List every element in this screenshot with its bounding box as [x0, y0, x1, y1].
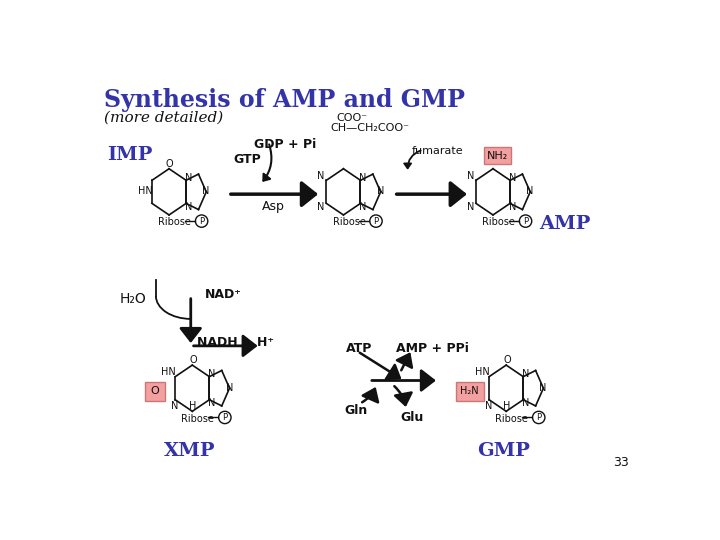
- Text: Gln: Gln: [344, 403, 367, 416]
- FancyBboxPatch shape: [145, 382, 165, 401]
- Text: XMP: XMP: [163, 442, 215, 460]
- Text: Ribose: Ribose: [482, 217, 515, 227]
- Text: N: N: [171, 401, 179, 411]
- Text: NADH + H⁺: NADH + H⁺: [197, 336, 274, 349]
- Text: H₂O: H₂O: [120, 292, 146, 306]
- Text: Ribose: Ribose: [158, 217, 191, 227]
- Text: O: O: [189, 355, 197, 365]
- Text: P: P: [374, 217, 379, 226]
- Text: N: N: [202, 186, 210, 197]
- Text: H: H: [503, 401, 510, 411]
- Text: N: N: [317, 171, 325, 181]
- Text: 33: 33: [613, 456, 629, 469]
- Text: GTP: GTP: [233, 153, 261, 166]
- Text: AMP: AMP: [539, 215, 591, 233]
- Text: N: N: [539, 383, 547, 393]
- Text: N: N: [522, 369, 529, 379]
- Text: fumarate: fumarate: [412, 146, 463, 156]
- Text: Glu: Glu: [400, 411, 423, 424]
- Text: COO⁻: COO⁻: [336, 113, 368, 123]
- Text: O: O: [166, 159, 174, 168]
- Text: N: N: [359, 173, 366, 183]
- FancyBboxPatch shape: [485, 147, 510, 164]
- Text: HN: HN: [138, 186, 153, 197]
- Text: N: N: [485, 401, 492, 411]
- Text: Ribose: Ribose: [333, 217, 366, 227]
- Text: Ribose: Ribose: [495, 414, 528, 423]
- Text: AMP + PPi: AMP + PPi: [396, 342, 469, 355]
- Text: N: N: [208, 369, 215, 379]
- Text: CH—CH₂COO⁻: CH—CH₂COO⁻: [330, 123, 409, 133]
- Text: N: N: [359, 202, 366, 212]
- Text: GDP + Pi: GDP + Pi: [254, 138, 317, 151]
- Text: ATP: ATP: [346, 342, 372, 355]
- Text: O: O: [150, 386, 159, 396]
- Text: P: P: [199, 217, 204, 226]
- Text: HN: HN: [475, 367, 490, 377]
- Text: N: N: [184, 173, 192, 183]
- Text: H: H: [189, 401, 197, 411]
- Text: NH₂: NH₂: [487, 151, 508, 161]
- FancyBboxPatch shape: [456, 382, 484, 401]
- Text: N: N: [522, 398, 529, 408]
- Text: Asp: Asp: [262, 200, 285, 213]
- Text: P: P: [523, 217, 528, 226]
- Text: Ribose: Ribose: [181, 414, 215, 423]
- Text: HN: HN: [161, 367, 176, 377]
- Text: N: N: [508, 173, 516, 183]
- Text: P: P: [222, 413, 228, 422]
- Text: N: N: [467, 202, 474, 212]
- Text: N: N: [526, 186, 534, 197]
- Text: N: N: [467, 171, 474, 181]
- Text: N: N: [508, 202, 516, 212]
- Text: Synthesis of AMP and GMP: Synthesis of AMP and GMP: [104, 88, 465, 112]
- Text: NAD⁺: NAD⁺: [204, 288, 242, 301]
- Text: N: N: [184, 202, 192, 212]
- Text: (more detailed): (more detailed): [104, 111, 223, 125]
- Text: N: N: [208, 398, 215, 408]
- Text: N: N: [225, 383, 233, 393]
- Text: H₂N: H₂N: [460, 386, 479, 396]
- Text: IMP: IMP: [107, 146, 153, 164]
- Text: GMP: GMP: [477, 442, 531, 460]
- Text: P: P: [536, 413, 541, 422]
- Text: O: O: [503, 355, 510, 365]
- Text: N: N: [377, 186, 384, 197]
- Text: N: N: [317, 202, 325, 212]
